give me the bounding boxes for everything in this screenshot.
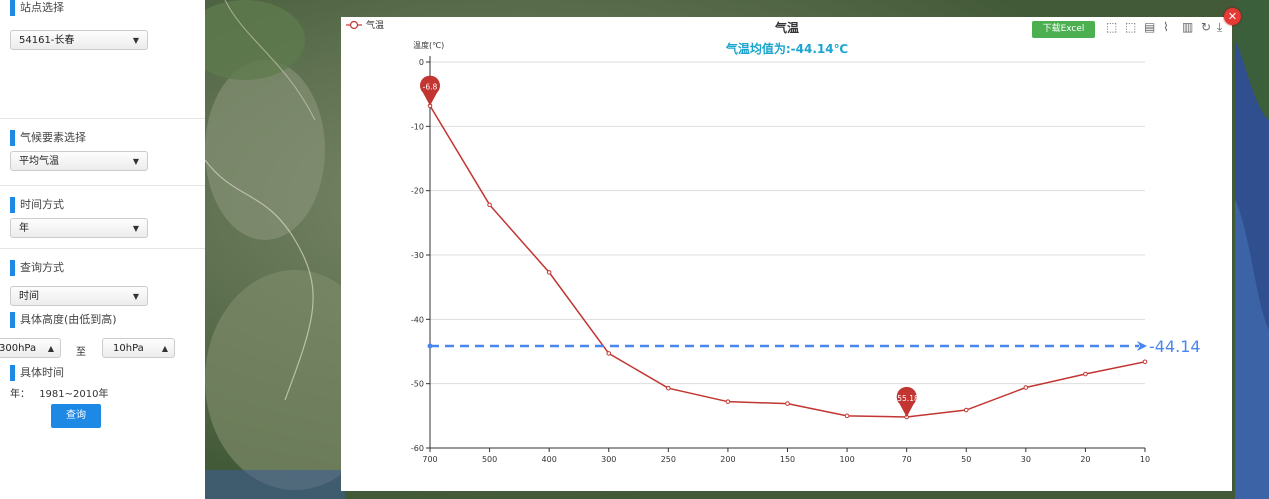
series-line [429,105,1146,418]
chart-series [427,103,1148,420]
query-mode-select[interactable]: 时间 ▼ [10,286,148,306]
height-to-value: 10hPa [113,343,144,354]
x-tick-label: 300 [601,455,616,464]
data-point[interactable] [487,202,492,208]
data-point[interactable] [725,399,731,404]
height-to-select[interactable]: 10hPa ▲ [102,338,175,358]
chart-axes: 0 -10 -20 -30 -40 -50 -60 700 500 400 300 250 200 150… [411,56,1150,464]
dropdown-caret-up-icon: ▲ [47,344,54,353]
element-select-value: 平均气温 [19,156,59,167]
x-tick-label: 70 [902,455,912,464]
close-icon[interactable]: ✕ [1224,8,1241,25]
divider [0,118,205,119]
y-tick-label: -60 [411,444,424,453]
time-mode-select[interactable]: 年 ▼ [10,218,148,238]
time-mode-title: 时间方式 [20,198,64,211]
chart-popup: 0 -10 -20 -30 -40 -50 -60 700 500 400 300 250 200 150… [341,17,1232,491]
section-marker [10,197,15,213]
legend-circle-icon [349,20,359,30]
download-excel-button[interactable]: 下载Excel [1032,21,1095,38]
y-tick-label: 0 [419,58,424,67]
station-select[interactable]: 54161-长春 ▼ [10,30,148,50]
divider [0,185,205,186]
period-title: 具体时间 [20,366,64,379]
divider [0,248,205,249]
sidebar-panel: 站点选择 54161-长春 ▼ 气候要素选择 平均气温 ▼ 时间方式 年 ▼ 查… [0,0,206,499]
chart-subtitle: 气温均值为:-44.14℃ [725,41,848,56]
element-title: 气候要素选择 [20,131,86,144]
height-from-select[interactable]: 300hPa ▲ [0,338,61,358]
min-marker-pin [896,386,917,417]
height-title: 具体高度(由低到高) [20,313,117,326]
x-tick-label: 30 [1021,455,1031,464]
zoom-icon[interactable]: ⬚ [1106,20,1118,34]
x-tick-label: 700 [422,455,437,464]
query-mode-select-value: 时间 [19,291,39,302]
x-tick-label: 20 [1080,455,1090,464]
station-select-value: 54161-长春 [19,35,75,46]
y-tick-label: -20 [411,187,424,196]
x-tick-label: 50 [961,455,971,464]
chart-mean-line: -44.14 [427,337,1201,356]
section-marker [10,130,15,146]
x-tick-label: 200 [720,455,735,464]
dropdown-caret-icon: ▼ [132,292,139,301]
data-point[interactable] [1142,359,1148,365]
x-tick-label: 250 [661,455,676,464]
period-value: 1981~2010年 [39,389,109,400]
max-marker-label: -6.8 [423,83,438,92]
max-marker-pin [420,75,440,106]
data-point[interactable] [1083,371,1088,377]
section-marker [10,260,15,276]
period-prefix: 年： [10,389,30,400]
data-point[interactable] [666,385,671,391]
section-marker [10,365,15,381]
section-marker [10,312,15,328]
height-from-value: 300hPa [0,343,37,354]
temperature-chart: 0 -10 -20 -30 -40 -50 -60 700 500 400 300 250 200 150… [346,19,1201,464]
y-tick-label: -30 [411,251,424,260]
station-title: 站点选择 [20,1,64,14]
data-point[interactable] [606,351,612,356]
height-range-separator: 至 [76,347,86,358]
zoom-reset-icon[interactable]: ⬚ [1125,20,1137,34]
mean-line-arrow [1137,340,1147,351]
bar-chart-icon[interactable]: ▥ [1182,20,1194,34]
legend-label[interactable]: 气温 [366,19,384,31]
data-point[interactable] [844,413,850,419]
time-mode-select-value: 年 [19,223,29,234]
x-tick-label: 400 [542,455,557,464]
save-image-icon[interactable]: ⤓ [1217,20,1223,34]
data-view-icon[interactable]: ▤ [1144,20,1156,34]
line-chart-icon[interactable]: ⌇ [1163,20,1169,34]
y-tick-label: -40 [411,315,424,324]
data-point[interactable] [963,407,969,413]
y-tick-label: -10 [411,122,424,131]
x-tick-label: 150 [780,455,795,464]
dropdown-caret-icon: ▼ [132,36,139,45]
restore-icon[interactable]: ↻ [1201,20,1212,34]
data-point[interactable] [546,270,552,275]
chart-markers: -6.8 -55.18 [420,75,919,417]
y-tick-label: -50 [411,380,424,389]
mean-line-label: -44.14 [1149,337,1201,356]
y-axis-label: 温度(℃) [413,40,444,50]
query-button[interactable]: 查询 [51,404,101,428]
period-line: 年： 1981~2010年 [10,385,108,400]
chart-title: 气温 [774,20,799,35]
element-select[interactable]: 平均气温 ▼ [10,151,148,171]
section-marker [10,0,15,16]
dropdown-caret-icon: ▼ [132,157,139,166]
query-mode-title: 查询方式 [20,261,64,274]
dropdown-caret-up-icon: ▲ [161,344,168,353]
x-tick-label: 10 [1140,455,1150,464]
chart-grid [430,61,1145,449]
data-point[interactable] [1023,385,1029,390]
data-point[interactable] [785,401,790,406]
x-tick-label: 100 [839,455,854,464]
dropdown-caret-icon: ▼ [132,224,139,233]
x-tick-label: 500 [482,455,497,464]
min-marker-label: -55.18 [895,394,919,403]
